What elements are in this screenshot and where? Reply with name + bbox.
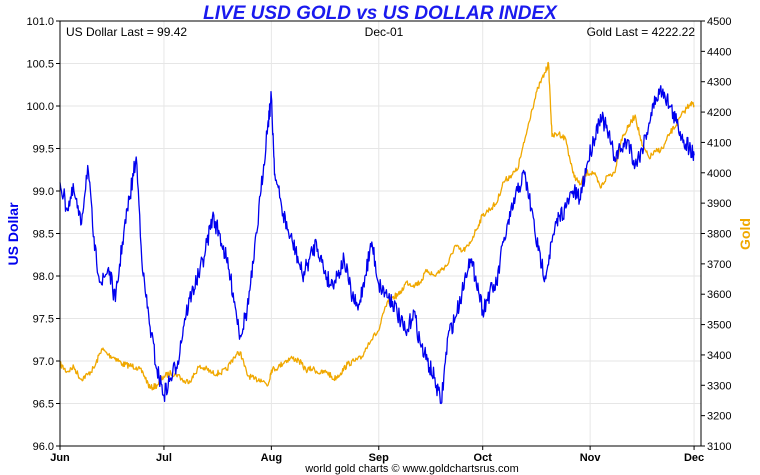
tick-layer: 96.0 96.5 97.0 97.5 98.0 98.5 99.0 99.5 100.0 100… <box>26 16 731 464</box>
x-tick-label: Jul <box>156 452 172 464</box>
y-right-tick-label: 3100 <box>707 441 731 453</box>
y-right-tick-label: 3700 <box>707 259 731 271</box>
y-left-tick-label: 98.5 <box>33 229 54 241</box>
y-left-tick-label: 97.5 <box>33 314 54 326</box>
y-right-tick-label: 4000 <box>707 168 731 180</box>
y-left-tick-label: 100.5 <box>26 59 54 71</box>
chart-title: LIVE USD GOLD vs US DOLLAR INDEX <box>203 3 558 24</box>
y-right-tick-label: 3400 <box>707 350 731 362</box>
x-tick-label: Oct <box>474 452 493 464</box>
gold-last-readout: Gold Last = 4222.22 <box>587 25 696 39</box>
y-right-tick-label: 4300 <box>707 77 731 89</box>
y-left-tick-label: 99.5 <box>33 144 54 156</box>
y-axis-left-label: US Dollar <box>5 202 21 266</box>
series-line-gold <box>59 61 695 391</box>
y-right-tick-label: 3600 <box>707 289 731 301</box>
x-tick-label: Aug <box>261 452 282 464</box>
y-left-tick-label: 100.0 <box>26 101 54 113</box>
y-right-tick-label: 4200 <box>707 107 731 119</box>
x-tick-label: Nov <box>580 452 602 464</box>
y-left-tick-label: 99.0 <box>33 186 54 198</box>
y-left-tick-label: 96.0 <box>33 441 54 453</box>
y-right-tick-label: 4400 <box>707 46 731 58</box>
y-right-tick-label: 3200 <box>707 411 731 423</box>
series-line-us-dollar <box>59 85 695 405</box>
y-left-tick-label: 101.0 <box>26 16 54 28</box>
y-right-tick-label: 3500 <box>707 320 731 332</box>
y-axis-right-label: Gold <box>737 218 753 250</box>
x-tick-label: Dec <box>684 452 704 464</box>
y-left-tick-label: 98.0 <box>33 271 54 283</box>
date-readout: Dec-01 <box>365 25 404 39</box>
series-layer <box>59 61 695 405</box>
y-right-tick-label: 4100 <box>707 137 731 149</box>
y-right-tick-label: 3800 <box>707 229 731 241</box>
x-tick-label: Sep <box>369 452 389 464</box>
x-tick-label: Jun <box>50 452 70 464</box>
chart-footer: world gold charts © www.goldchartsrus.co… <box>304 463 519 475</box>
y-left-tick-label: 96.5 <box>33 399 54 411</box>
y-right-tick-label: 3900 <box>707 198 731 210</box>
y-right-tick-label: 3300 <box>707 380 731 392</box>
usd-last-readout: US Dollar Last = 99.42 <box>66 25 187 39</box>
y-left-tick-label: 97.0 <box>33 356 54 368</box>
y-right-tick-label: 4500 <box>707 16 731 28</box>
